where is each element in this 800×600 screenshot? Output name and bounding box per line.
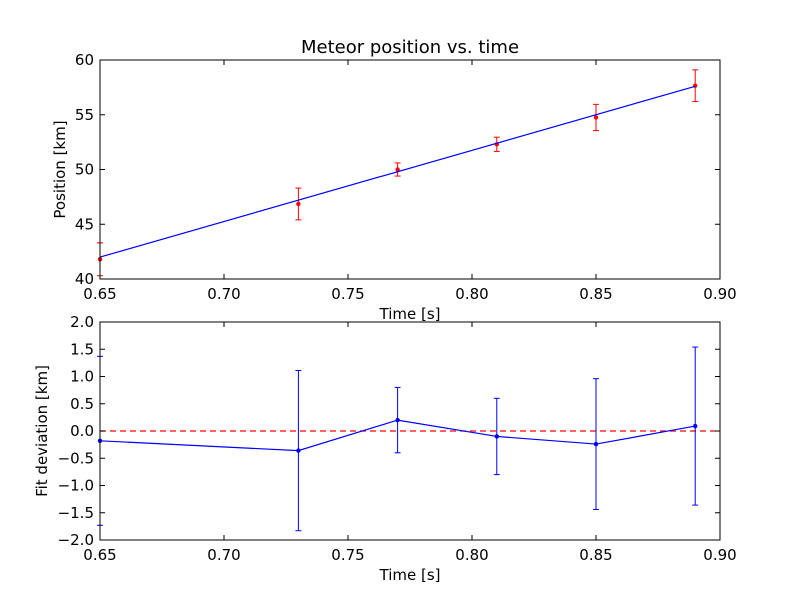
deviation-x-tick-label: 0.80 xyxy=(455,546,488,564)
deviation-data-point xyxy=(693,423,698,429)
deviation-data-point xyxy=(593,441,599,447)
deviation-y-tick-label: 2.0 xyxy=(70,313,94,331)
deviation-series-line xyxy=(99,419,696,452)
position-data-point xyxy=(296,201,301,207)
deviation-x-tick-label: 0.65 xyxy=(83,546,116,564)
deviation-x-tick-label: 0.90 xyxy=(703,546,736,564)
position-x-tick-label: 0.85 xyxy=(579,285,612,303)
deviation-data-point xyxy=(395,417,400,423)
deviation-x-tick-label: 0.70 xyxy=(207,546,240,564)
deviation-y-tick-label: −0.5 xyxy=(58,449,94,467)
position-y-tick-label: 50 xyxy=(75,161,94,179)
deviation-data-point xyxy=(494,434,499,439)
position-y-tick-label: 45 xyxy=(75,215,94,233)
position-y-tick-label: 60 xyxy=(75,51,94,69)
deviation-axes-frame xyxy=(99,321,721,541)
deviation-y-tick-label: −1.0 xyxy=(58,477,94,495)
position-x-tick-label: 0.75 xyxy=(331,285,364,303)
position-plot-area: 0.65 0.70 0.75 0.80 0.85 0.90 40 45 50 55 60 xyxy=(75,51,737,303)
position-y-tick-label: 55 xyxy=(75,106,94,124)
position-axes-frame xyxy=(99,59,721,280)
position-y-axis-label: Position [km] xyxy=(51,120,69,218)
position-data-point xyxy=(593,115,599,120)
position-x-tick-label: 0.65 xyxy=(83,285,116,303)
position-x-axis-label: Time [s] xyxy=(379,305,441,323)
deviation-y-tick-label: 0.5 xyxy=(70,395,94,413)
deviation-x-tick-label: 0.85 xyxy=(579,546,612,564)
position-chart: Meteor position vs. time 0.65 0.70 0.75 0.8… xyxy=(51,37,737,323)
deviation-x-axis-label: Time [s] xyxy=(379,566,441,584)
deviation-plot-area: 0.65 0.70 0.75 0.80 0.85 0.90 −2.0 −1.5 −1.0 −0.5… xyxy=(58,313,737,564)
deviation-y-tick-label: 1.5 xyxy=(70,340,94,358)
deviation-x-tick-label: 0.75 xyxy=(331,546,364,564)
deviation-data-point xyxy=(296,448,301,453)
deviation-y-tick-label: 1.0 xyxy=(70,368,94,386)
position-series-line xyxy=(99,85,696,258)
position-x-tick-label: 0.70 xyxy=(207,285,240,303)
position-x-tick-label: 0.90 xyxy=(703,285,736,303)
deviation-y-tick-label: −2.0 xyxy=(58,531,94,549)
deviation-y-axis-label: Fit deviation [km] xyxy=(33,365,51,497)
deviation-chart: 0.65 0.70 0.75 0.80 0.85 0.90 −2.0 −1.5 −1.0 −0.5… xyxy=(33,313,737,584)
position-chart-title: Meteor position vs. time xyxy=(301,37,519,58)
position-data-point xyxy=(395,167,400,172)
deviation-y-tick-label: 0.0 xyxy=(70,422,94,440)
position-y-tick-label: 40 xyxy=(75,270,94,288)
deviation-y-tick-label: −1.5 xyxy=(58,504,94,522)
position-x-tick-label: 0.80 xyxy=(455,285,488,303)
